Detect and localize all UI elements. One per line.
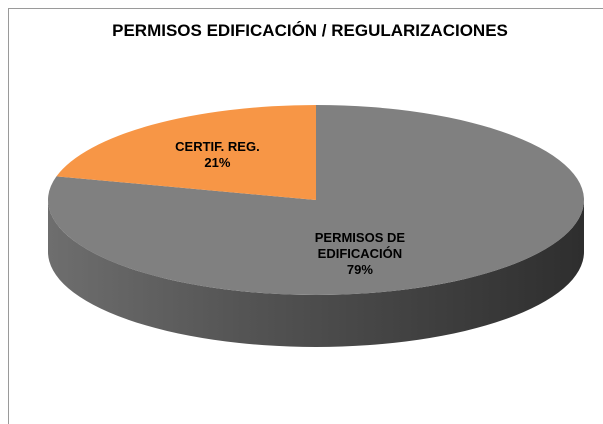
chart-title: PERMISOS EDIFICACIÓN / REGULARIZACIONES bbox=[112, 21, 508, 40]
slice bbox=[47, 105, 585, 295]
label-name: CERTIF. REG. bbox=[175, 138, 260, 154]
slice bbox=[56, 105, 317, 200]
label-name: PERMISOS DE EDIFICACIÓN bbox=[314, 229, 406, 261]
data-label: CERTIF. REG. 21% bbox=[152, 139, 282, 171]
data-label: PERMISOS DE EDIFICACIÓN 79% bbox=[295, 230, 425, 278]
pie bbox=[47, 105, 585, 347]
label-value: 79% bbox=[346, 261, 373, 277]
label-value: 21% bbox=[204, 154, 231, 170]
slice-side bbox=[48, 200, 584, 347]
